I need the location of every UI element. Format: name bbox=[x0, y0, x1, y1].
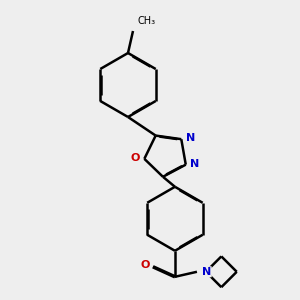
Text: O: O bbox=[140, 260, 150, 270]
Text: N: N bbox=[202, 267, 211, 277]
Text: CH₃: CH₃ bbox=[138, 16, 156, 26]
Text: O: O bbox=[130, 153, 140, 163]
Text: N: N bbox=[186, 133, 195, 143]
Text: N: N bbox=[190, 159, 200, 169]
